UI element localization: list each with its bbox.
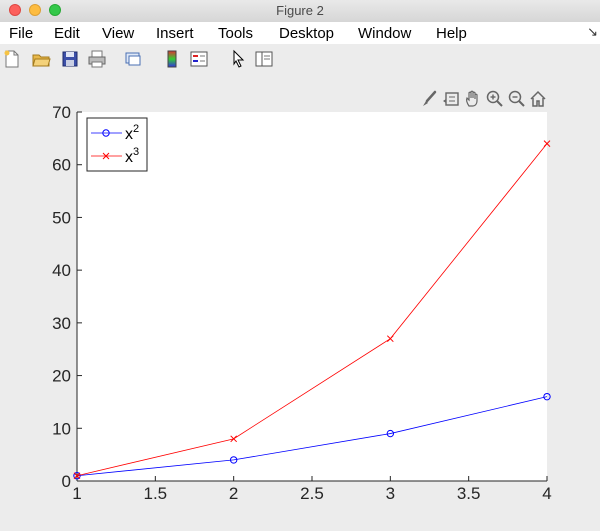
y-tick-label: 50 (52, 208, 71, 227)
print-icon[interactable] (87, 49, 107, 69)
legend-marker (102, 152, 110, 160)
save-icon[interactable] (60, 49, 80, 69)
menu-window[interactable]: Window (358, 25, 412, 42)
colorbar-icon[interactable] (162, 49, 182, 69)
data-point (73, 472, 81, 480)
legend-marker (102, 129, 110, 137)
legend-label: x2 (125, 123, 139, 143)
data-tips-icon[interactable] (441, 89, 461, 109)
x-tick-label: 1.5 (144, 484, 168, 503)
close-window-button[interactable] (9, 4, 21, 16)
menu-insert[interactable]: Insert (156, 25, 194, 42)
new-figure-icon[interactable] (2, 49, 22, 69)
legend-label: x3 (125, 146, 139, 166)
menu-overflow-icon[interactable]: ↘ (587, 24, 598, 39)
data-point (543, 392, 551, 401)
y-tick-label: 60 (52, 156, 71, 175)
brush-icon[interactable] (419, 89, 439, 109)
pointer-icon[interactable] (228, 49, 248, 69)
x-axis: 1 1.5 2 2.5 3 3.5 4 (72, 476, 552, 503)
legend-box (86, 117, 148, 172)
plot-area (77, 112, 547, 481)
y-tick-label: 10 (52, 419, 71, 438)
home-icon[interactable] (528, 89, 548, 109)
data-point (543, 140, 551, 147)
legend-icon[interactable] (189, 49, 209, 69)
maximize-window-button[interactable] (49, 4, 61, 16)
x-tick-label: 2 (229, 484, 238, 503)
window-title: Figure 2 (276, 3, 324, 18)
minimize-window-button[interactable] (29, 4, 41, 16)
y-tick-label: 70 (52, 103, 71, 122)
y-axis: 0 10 20 30 40 50 60 70 (52, 103, 82, 491)
series-line-2 (76, 143, 548, 477)
property-inspector-icon[interactable] (254, 49, 274, 69)
data-point (73, 472, 81, 480)
menu-desktop[interactable]: Desktop (279, 25, 335, 42)
series-line-1 (76, 396, 548, 477)
plot-series (73, 140, 551, 480)
figure-toolbar (0, 45, 600, 73)
y-tick-label: 0 (62, 472, 71, 491)
zoom-out-icon[interactable] (507, 89, 527, 109)
x-tick-label: 3.5 (457, 484, 481, 503)
data-point (229, 456, 238, 464)
y-tick-label: 20 (52, 367, 71, 386)
x-tick-label: 3 (386, 484, 395, 503)
menu-bar: File Edit View Insert Tools Desktop Wind… (0, 22, 600, 44)
pan-icon[interactable] (463, 89, 483, 109)
menu-edit[interactable]: Edit (54, 25, 80, 42)
x-tick-label: 4 (542, 484, 551, 503)
x-tick-label: 1 (72, 484, 81, 503)
menu-file[interactable]: File (9, 25, 34, 42)
y-tick-label: 30 (52, 314, 71, 333)
menu-view[interactable]: View (102, 25, 135, 42)
y-tick-label: 40 (52, 261, 71, 280)
menu-help[interactable]: Help (436, 25, 467, 42)
menu-tools[interactable]: Tools (218, 25, 254, 42)
data-point (386, 335, 394, 343)
data-point (386, 429, 395, 438)
zoom-in-icon[interactable] (485, 89, 505, 109)
data-point (230, 435, 238, 443)
link-plot-icon[interactable] (123, 49, 143, 69)
x-tick-label: 2.5 (300, 484, 324, 503)
open-file-icon[interactable] (31, 49, 51, 69)
